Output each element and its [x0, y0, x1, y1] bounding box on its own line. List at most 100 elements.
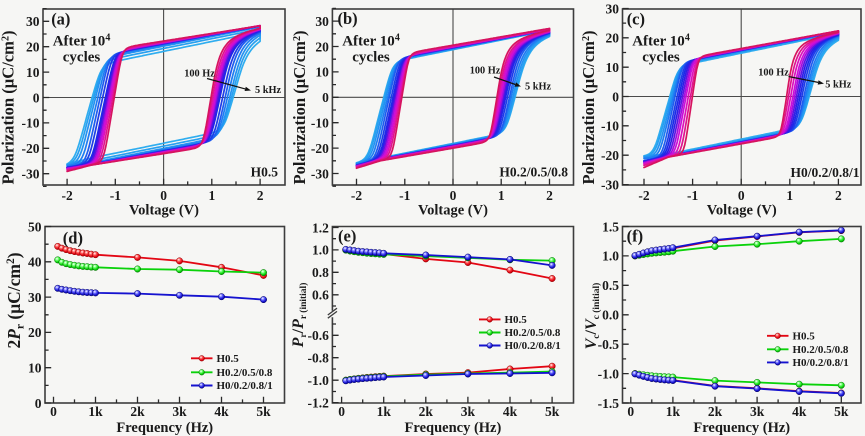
svg-text:0: 0 — [450, 188, 457, 203]
svg-text:0: 0 — [322, 90, 329, 105]
svg-text:0: 0 — [338, 404, 345, 419]
svg-text:Vc/Vc (initial): Vc/Vc (initial) — [583, 283, 602, 350]
svg-text:H0.2/0.5/0.8: H0.2/0.5/0.8 — [499, 165, 568, 180]
svg-text:H0.5: H0.5 — [217, 353, 240, 365]
svg-text:(f): (f) — [627, 227, 643, 246]
svg-text:Polarization (μC/cm2): Polarization (μC/cm2) — [290, 30, 309, 184]
svg-text:(d): (d) — [63, 229, 83, 248]
svg-text:-0.6: -0.6 — [308, 328, 330, 343]
svg-text:Polarization (μC/cm2): Polarization (μC/cm2) — [579, 30, 598, 184]
svg-text:30: 30 — [28, 290, 42, 305]
svg-text:-20: -20 — [601, 148, 619, 163]
svg-text:-1.0: -1.0 — [598, 366, 620, 381]
svg-text:30: 30 — [606, 1, 620, 16]
svg-text:(b): (b) — [338, 9, 358, 28]
svg-text:50: 50 — [28, 219, 42, 234]
svg-text:H0.5: H0.5 — [251, 165, 279, 180]
svg-text:H0/0.2/0.8/1: H0/0.2/0.8/1 — [217, 380, 273, 392]
svg-text:H0.5: H0.5 — [505, 314, 528, 326]
svg-text:Frequency (Hz): Frequency (Hz) — [116, 420, 213, 436]
svg-text:-20: -20 — [311, 141, 329, 156]
svg-text:(c): (c) — [627, 9, 645, 28]
svg-text:-1.0: -1.0 — [308, 373, 330, 388]
svg-text:2: 2 — [835, 188, 842, 203]
svg-text:-0.5: -0.5 — [598, 337, 620, 352]
svg-text:-10: -10 — [601, 119, 619, 134]
svg-text:0.6: 0.6 — [312, 288, 329, 303]
svg-text:20: 20 — [26, 40, 40, 55]
svg-text:-1.5: -1.5 — [598, 396, 620, 411]
svg-text:cycles: cycles — [63, 50, 101, 66]
svg-text:After 104: After 104 — [342, 33, 400, 50]
svg-text:Voltage (V): Voltage (V) — [129, 202, 199, 218]
svg-text:-1: -1 — [687, 188, 698, 203]
svg-text:0: 0 — [738, 188, 745, 203]
svg-text:H0.2/0.5/0.8: H0.2/0.5/0.8 — [505, 327, 561, 339]
svg-text:-2: -2 — [638, 188, 649, 203]
svg-text:1: 1 — [208, 188, 215, 203]
svg-text:0.8: 0.8 — [312, 265, 329, 280]
svg-text:H0/0.2/0.8/1: H0/0.2/0.8/1 — [793, 357, 849, 369]
svg-text:-20: -20 — [22, 141, 40, 156]
svg-text:H0.2/0.5/0.8: H0.2/0.5/0.8 — [793, 344, 849, 356]
svg-text:20: 20 — [28, 325, 42, 340]
svg-text:cycles: cycles — [642, 50, 680, 66]
svg-text:1: 1 — [498, 188, 505, 203]
svg-text:-2: -2 — [351, 188, 362, 203]
svg-text:cycles: cycles — [352, 50, 390, 66]
svg-text:Pr/Pr (initial): Pr/Pr (initial) — [290, 283, 309, 349]
svg-text:-0.8: -0.8 — [308, 351, 330, 366]
svg-text:4k: 4k — [503, 404, 518, 419]
svg-text:(a): (a) — [51, 9, 70, 28]
svg-text:2k: 2k — [419, 404, 434, 419]
svg-text:3k: 3k — [750, 404, 765, 419]
svg-text:5k: 5k — [256, 404, 271, 419]
svg-text:5k: 5k — [834, 404, 849, 419]
svg-text:5 kHz: 5 kHz — [825, 80, 851, 91]
svg-text:4k: 4k — [792, 404, 807, 419]
svg-text:-30: -30 — [22, 167, 40, 182]
svg-text:H0.2/0.5/0.8: H0.2/0.5/0.8 — [217, 367, 273, 379]
svg-text:0: 0 — [50, 404, 57, 419]
svg-text:0.0: 0.0 — [602, 308, 619, 323]
svg-text:-30: -30 — [311, 166, 329, 181]
svg-text:4k: 4k — [214, 404, 229, 419]
svg-text:-10: -10 — [22, 116, 40, 131]
svg-text:Frequency (Hz): Frequency (Hz) — [693, 420, 790, 436]
svg-text:2: 2 — [257, 188, 264, 203]
svg-text:Frequency (Hz): Frequency (Hz) — [405, 420, 502, 436]
svg-text:1k: 1k — [666, 404, 681, 419]
svg-text:10: 10 — [28, 361, 42, 376]
svg-text:-1: -1 — [110, 188, 121, 203]
svg-text:1: 1 — [786, 188, 793, 203]
svg-text:0: 0 — [627, 404, 634, 419]
svg-text:-1: -1 — [399, 188, 410, 203]
svg-text:0.5: 0.5 — [602, 278, 619, 293]
svg-text:2k: 2k — [708, 404, 723, 419]
svg-text:100 Hz: 100 Hz — [470, 66, 501, 77]
svg-text:-1.2: -1.2 — [308, 396, 330, 411]
svg-text:2Pr (μC/cm2): 2Pr (μC/cm2) — [4, 252, 27, 348]
svg-text:3k: 3k — [461, 404, 476, 419]
svg-text:H0.5: H0.5 — [793, 331, 816, 343]
svg-text:-10: -10 — [311, 116, 329, 131]
svg-text:3k: 3k — [172, 404, 187, 419]
svg-text:After 104: After 104 — [53, 33, 111, 50]
svg-text:2k: 2k — [130, 404, 145, 419]
svg-text:0: 0 — [160, 188, 167, 203]
svg-text:Voltage (V): Voltage (V) — [418, 202, 488, 218]
svg-text:1k: 1k — [377, 404, 392, 419]
svg-text:-2: -2 — [61, 188, 72, 203]
svg-text:(e): (e) — [338, 227, 356, 246]
svg-text:5 kHz: 5 kHz — [255, 85, 281, 96]
svg-text:5 kHz: 5 kHz — [525, 82, 551, 93]
svg-text:0: 0 — [33, 90, 40, 105]
svg-text:1.2: 1.2 — [312, 220, 329, 235]
svg-text:0: 0 — [35, 396, 42, 411]
svg-text:30: 30 — [26, 14, 40, 29]
svg-text:H0/0.2/0.8/1: H0/0.2/0.8/1 — [790, 165, 859, 180]
svg-text:2: 2 — [546, 188, 553, 203]
svg-text:After 104: After 104 — [632, 33, 690, 50]
svg-text:100 Hz: 100 Hz — [184, 69, 215, 80]
svg-text:H0/0.2/0.8/1: H0/0.2/0.8/1 — [505, 340, 561, 352]
